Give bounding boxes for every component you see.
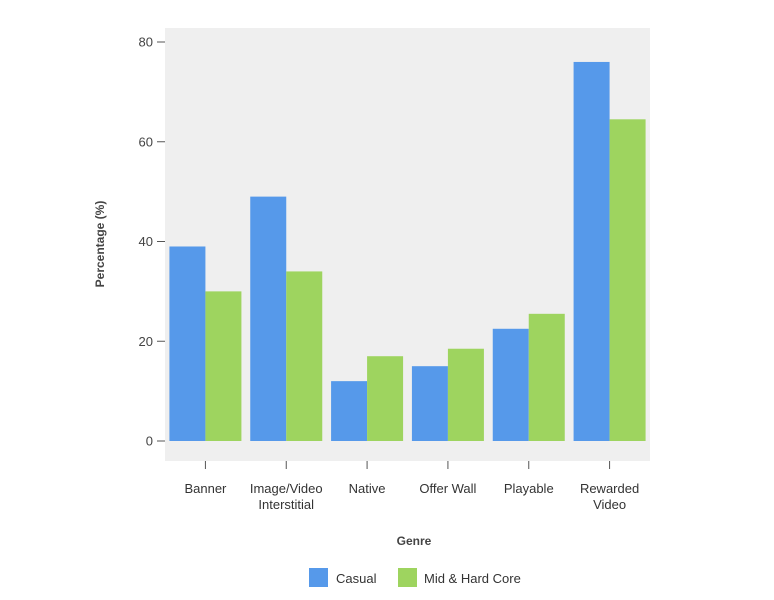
bar-casual (573, 61, 610, 441)
bar-midcore (609, 119, 646, 442)
bar-midcore (367, 356, 404, 441)
legend-swatch (398, 568, 417, 587)
bar-midcore (528, 313, 565, 441)
bar-midcore (286, 271, 323, 441)
bar-midcore (205, 291, 242, 441)
bar-group (169, 61, 646, 442)
y-tick-label: 40 (139, 234, 153, 249)
bar-casual (492, 328, 529, 441)
x-tick-label: Native (349, 481, 386, 496)
x-tick-label: Offer Wall (419, 481, 476, 496)
y-tick-label: 0 (146, 434, 153, 449)
bar-casual (169, 246, 206, 441)
x-axis-title: Genre (397, 534, 432, 548)
legend-label: Mid & Hard Core (424, 571, 521, 586)
x-axis: Banner Image/Video Interstitial Native Offer… (184, 461, 639, 512)
y-axis: 0 20 40 60 80 (139, 35, 165, 449)
legend-swatch (309, 568, 328, 587)
y-tick-label: 20 (139, 334, 153, 349)
plot-background (165, 28, 650, 461)
x-tick-label: Rewarded Video (580, 481, 639, 512)
x-tick-label: Playable (504, 481, 554, 496)
y-axis-title: Percentage (%) (93, 201, 107, 288)
legend-label: Casual (336, 571, 377, 586)
x-tick-label: Image/Video Interstitial (250, 481, 323, 512)
y-tick-label: 80 (139, 35, 153, 50)
bar-casual (331, 381, 368, 441)
y-tick-label: 60 (139, 134, 153, 149)
bar-midcore (447, 348, 484, 441)
x-tick-label: Banner (184, 481, 227, 496)
bar-casual (250, 196, 287, 441)
bar-casual (411, 366, 448, 441)
legend: Casual Mid & Hard Core (309, 568, 521, 587)
